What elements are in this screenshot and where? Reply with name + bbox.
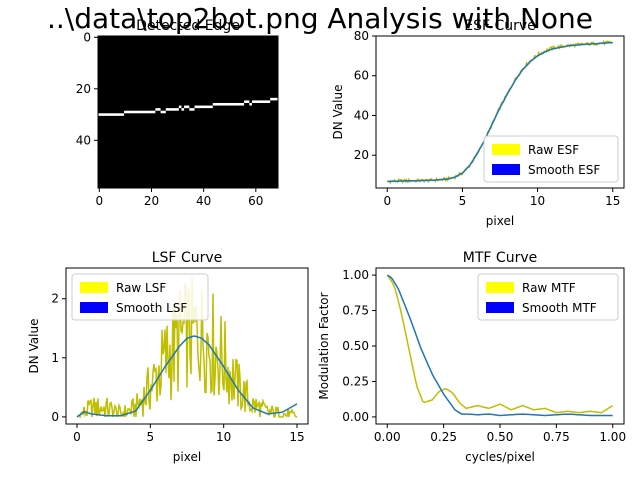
mtf-xtick-label: 0.50 xyxy=(487,430,514,444)
lsf-legend-swatch xyxy=(80,302,108,313)
edge-title: Detected Edge xyxy=(136,18,240,34)
edge-edge-pixel xyxy=(178,105,182,109)
edge-edge-pixel xyxy=(98,113,125,116)
edge-edge-pixel xyxy=(181,108,185,111)
mtf-xtick-label: 0.00 xyxy=(374,430,401,444)
mtf-xtick-label: 0.25 xyxy=(430,430,457,444)
lsf-legend-label: Smooth LSF xyxy=(116,301,187,315)
esf-xtick-label: 5 xyxy=(459,194,467,208)
mtf-legend-label: Smooth MTF xyxy=(522,301,597,315)
edge-xtick-label: 0 xyxy=(95,194,103,208)
edge-edge-pixel xyxy=(249,102,252,106)
esf-xtick-label: 10 xyxy=(530,194,545,208)
edge-edge-pixel xyxy=(165,108,179,111)
edge-xtick-label: 20 xyxy=(144,194,159,208)
mtf-ytick-label: 0.75 xyxy=(342,304,369,318)
lsf-xlabel: pixel xyxy=(173,450,201,464)
edge-edge-pixel xyxy=(189,108,195,111)
mtf-ytick-label: 1.00 xyxy=(342,268,369,282)
mtf-xlabel: cycles/pixel xyxy=(465,450,535,464)
mtf-xtick-label: 1.00 xyxy=(599,430,626,444)
edge-ytick-label: 20 xyxy=(76,82,91,96)
mtf-legend-swatch xyxy=(486,282,514,293)
lsf-ytick-label: 1 xyxy=(51,351,59,365)
mtf-ylabel: Modulation Factor xyxy=(317,292,331,399)
lsf-ylabel: DN Value xyxy=(27,319,41,374)
lsf-ytick-label: 2 xyxy=(51,292,59,306)
mtf-ytick-label: 0.50 xyxy=(342,339,369,353)
esf-legend-swatch xyxy=(492,164,520,175)
lsf-axes-frame xyxy=(65,267,309,425)
esf-legend-label: Smooth ESF xyxy=(528,163,600,177)
mtf-ytick-label: 0.00 xyxy=(342,410,369,424)
edge-edge-pixel xyxy=(194,105,213,109)
esf-smooth-line xyxy=(387,41,613,183)
figure-suptitle: ..\data\top2bot.png Analysis with None xyxy=(46,2,594,35)
lsf-xtick-label: 15 xyxy=(289,430,304,444)
edge-edge-pixel xyxy=(212,102,245,106)
edge-edge-pixel xyxy=(155,108,161,111)
esf-ytick-label: 80 xyxy=(354,29,369,43)
esf-ytick-label: 20 xyxy=(354,148,369,162)
edge-edge-pixel xyxy=(184,105,190,109)
esf-ytick-label: 60 xyxy=(354,69,369,83)
lsf-title: LSF Curve xyxy=(152,250,223,266)
edge-edge-pixel xyxy=(244,100,250,103)
esf-axes-frame xyxy=(375,35,625,189)
mtf-axes-frame xyxy=(375,267,625,425)
lsf-legend-swatch xyxy=(80,282,108,293)
edge-ytick-label: 40 xyxy=(76,133,91,147)
mtf-title: MTF Curve xyxy=(463,250,537,266)
edge-xtick-label: 60 xyxy=(248,194,263,208)
lsf-xtick-label: 0 xyxy=(73,430,81,444)
lsf-smooth-line xyxy=(76,335,298,418)
edge-edge-pixel xyxy=(251,100,271,103)
edge-ytick-label: 0 xyxy=(83,30,91,44)
esf-legend-swatch xyxy=(492,144,520,155)
esf-xtick-label: 0 xyxy=(383,194,391,208)
edge-edge-pixel xyxy=(160,110,166,114)
esf-xtick-label: 15 xyxy=(605,194,620,208)
lsf-xtick-label: 10 xyxy=(216,430,231,444)
lsf-legend-label: Raw LSF xyxy=(116,281,166,295)
esf-ylabel: DN Value xyxy=(331,85,345,140)
lsf-raw-line xyxy=(76,277,297,419)
mtf-xtick-label: 0.75 xyxy=(543,430,570,444)
lsf-ytick-label: 0 xyxy=(51,410,59,424)
mtf-smooth-line xyxy=(386,274,613,417)
edge-edge-pixel xyxy=(270,97,278,101)
esf-title: ESF Curve xyxy=(464,18,536,34)
esf-legend-label: Raw ESF xyxy=(528,143,579,157)
mtf-raw-line xyxy=(386,274,614,414)
edge-xtick-label: 40 xyxy=(196,194,211,208)
edge-edge-pixel xyxy=(124,110,156,114)
mtf-ytick-label: 0.25 xyxy=(342,374,369,388)
lsf-xtick-label: 5 xyxy=(147,430,155,444)
mtf-legend-label: Raw MTF xyxy=(522,281,576,295)
edge-axes-frame xyxy=(97,35,279,189)
mtf-legend-swatch xyxy=(486,302,514,313)
esf-xlabel: pixel xyxy=(486,214,514,228)
esf-ytick-label: 40 xyxy=(354,108,369,122)
